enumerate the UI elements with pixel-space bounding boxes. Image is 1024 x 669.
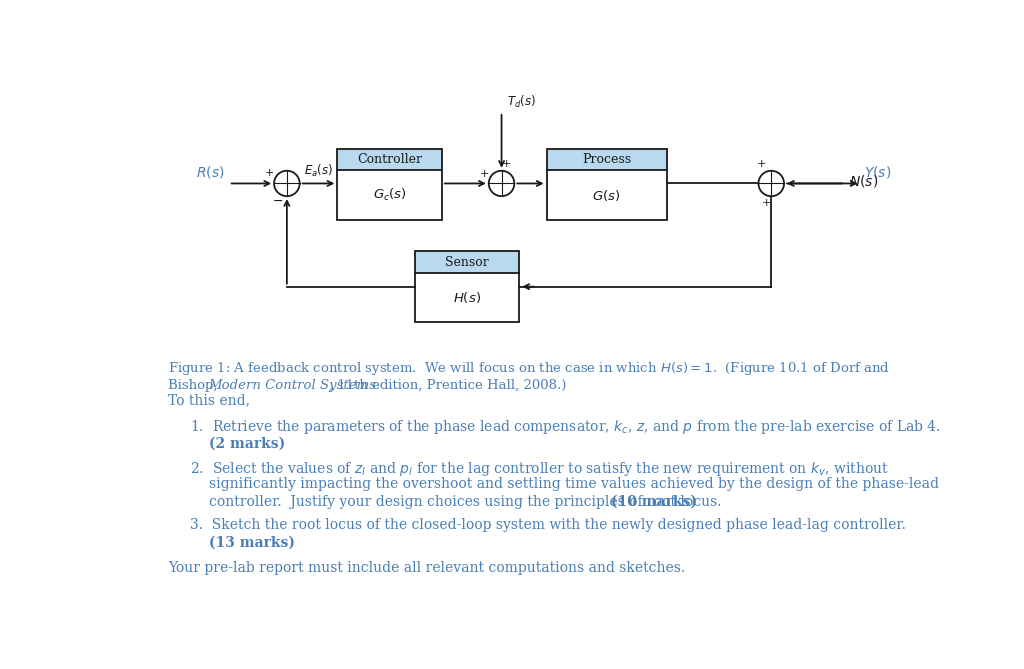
Text: 2.  Select the values of $z_l$ and $p_l$ for the lag controller to satisfy the n: 2. Select the values of $z_l$ and $p_l$ … — [190, 460, 889, 478]
Text: $G_c(s)$: $G_c(s)$ — [373, 187, 407, 203]
Bar — [415, 252, 519, 322]
Bar — [337, 171, 442, 219]
Text: To this end,: To this end, — [168, 393, 250, 407]
Text: (13 marks): (13 marks) — [209, 536, 295, 550]
Text: $T_d(s)$: $T_d(s)$ — [507, 94, 536, 110]
Text: $Y(s)$: $Y(s)$ — [864, 165, 892, 181]
Text: $E_a(s)$: $E_a(s)$ — [304, 163, 333, 179]
Bar — [547, 149, 667, 219]
Bar — [547, 171, 667, 219]
Text: 3.  Sketch the root locus of the closed-loop system with the newly designed phas: 3. Sketch the root locus of the closed-l… — [190, 518, 906, 532]
Circle shape — [274, 171, 300, 196]
Text: , 11th edition, Prentice Hall, 2008.): , 11th edition, Prentice Hall, 2008.) — [329, 379, 566, 392]
Text: +: + — [502, 159, 511, 169]
Text: $H(s)$: $H(s)$ — [453, 290, 481, 305]
Text: (10 marks): (10 marks) — [611, 494, 696, 508]
Text: $N(s)$: $N(s)$ — [849, 173, 878, 189]
Circle shape — [759, 171, 784, 196]
Text: Controller: Controller — [357, 153, 422, 166]
Text: Figure 1: A feedback control system.  We will focus on the case in which $H(s) =: Figure 1: A feedback control system. We … — [168, 360, 891, 377]
Text: +: + — [762, 198, 771, 208]
Text: Process: Process — [582, 153, 631, 166]
Text: +: + — [265, 169, 274, 179]
Bar — [415, 273, 519, 322]
Text: significantly impacting the overshoot and settling time values achieved by the d: significantly impacting the overshoot an… — [209, 477, 939, 491]
Text: $R(s)$: $R(s)$ — [197, 165, 225, 181]
Bar — [547, 149, 667, 171]
Text: Modern Control Systems: Modern Control Systems — [209, 379, 377, 392]
Text: Bishop,: Bishop, — [168, 379, 222, 392]
Bar — [415, 252, 519, 273]
Text: (2 marks): (2 marks) — [209, 437, 286, 451]
Text: +: + — [479, 169, 488, 179]
Circle shape — [488, 171, 514, 196]
Text: Your pre-lab report must include all relevant computations and sketches.: Your pre-lab report must include all rel… — [168, 561, 685, 575]
Text: −: − — [272, 195, 283, 208]
Bar — [337, 149, 442, 219]
Text: Sensor: Sensor — [445, 256, 488, 268]
Bar — [337, 149, 442, 171]
Text: $G(s)$: $G(s)$ — [593, 187, 621, 203]
Text: +: + — [757, 159, 766, 169]
Text: controller.  Justify your design choices using the principles of root locus.: controller. Justify your design choices … — [209, 494, 731, 508]
Text: 1.  Retrieve the parameters of the phase lead compensator, $k_c$, $z$, and $p$ f: 1. Retrieve the parameters of the phase … — [190, 418, 941, 436]
